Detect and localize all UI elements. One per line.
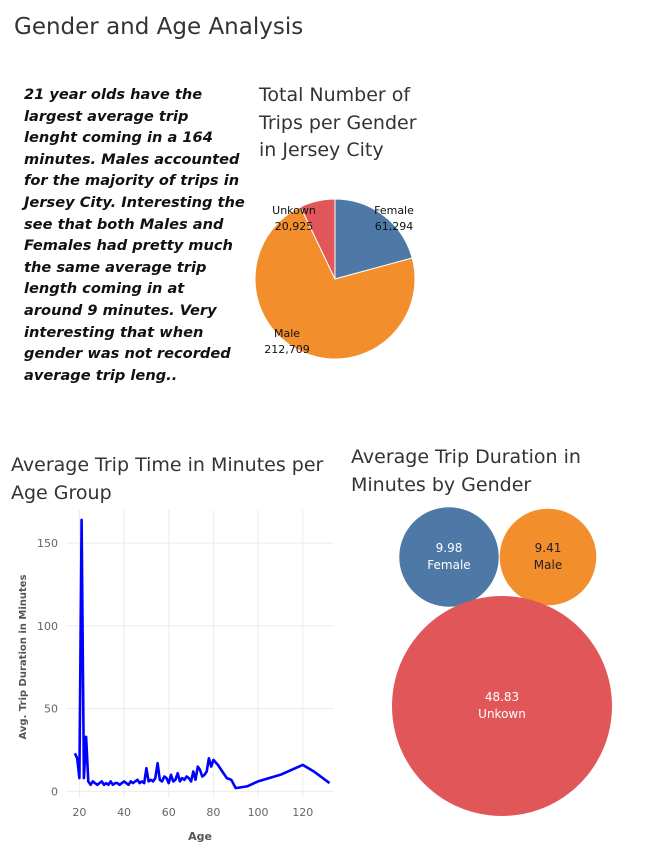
x-tick-label: 60 bbox=[162, 806, 176, 819]
line-axes: 0 50 100 150 20 40 60 80 100 120 bbox=[37, 537, 313, 819]
pie-label-male: Male bbox=[274, 327, 300, 340]
y-tick-label: 50 bbox=[44, 703, 58, 716]
line-chart: 0 50 100 150 20 40 60 80 100 120 Age Avg. Trip Du… bbox=[18, 510, 334, 843]
line-chart-title: Average Trip Time in Minutes per Age Gro… bbox=[11, 454, 324, 504]
y-tick-label: 0 bbox=[51, 785, 58, 798]
bubble-label-unkown: Unkown bbox=[478, 707, 526, 721]
bubble-value-female: 9.98 bbox=[436, 541, 463, 555]
x-tick-label: 40 bbox=[117, 806, 131, 819]
pie-slices bbox=[254, 198, 416, 360]
bubble-value-male: 9.41 bbox=[535, 541, 562, 555]
pie-slice-female[interactable] bbox=[334, 198, 413, 280]
x-tick-label: 80 bbox=[206, 806, 220, 819]
pie-label-unkown: Unkown bbox=[272, 204, 316, 217]
bubble-female[interactable] bbox=[399, 507, 499, 607]
pie-labels: Female 61,294 Male 212,709 Unkown 20,925 bbox=[264, 204, 414, 356]
line-series bbox=[73, 518, 331, 790]
bubble-chart-title: Average Trip Duration in Minutes by Gend… bbox=[351, 446, 581, 496]
bubble-value-unkown: 48.83 bbox=[485, 690, 519, 704]
bubble-label-female: Female bbox=[427, 558, 470, 572]
y-axis-label: Avg. Trip Duration in Minutes bbox=[18, 574, 29, 739]
x-axis-label: Age bbox=[188, 830, 212, 843]
pie-value-male: 212,709 bbox=[264, 343, 310, 356]
line-series-path[interactable] bbox=[73, 518, 331, 790]
bubble-male[interactable] bbox=[499, 508, 597, 606]
line-grid bbox=[66, 510, 334, 798]
pie-value-unkown: 20,925 bbox=[275, 220, 314, 233]
y-tick-label: 100 bbox=[37, 620, 58, 633]
page-title: Gender and Age Analysis bbox=[14, 14, 304, 40]
pie-slice-male[interactable] bbox=[254, 206, 416, 360]
x-tick-label: 120 bbox=[292, 806, 313, 819]
bubble-unkown[interactable] bbox=[392, 596, 612, 816]
pie-chart-title: Total Number of Trips per Gender in Jers… bbox=[259, 84, 417, 161]
x-tick-label: 20 bbox=[72, 806, 86, 819]
bubbles: 9.98 Female 9.41 Male 48.83 Unkown bbox=[392, 507, 612, 816]
pie-slice-unkown[interactable] bbox=[299, 198, 336, 280]
pie-label-female: Female bbox=[374, 204, 414, 217]
pie-value-female: 61,294 bbox=[375, 220, 414, 233]
bubble-chart: 9.98 Female 9.41 Male 48.83 Unkown bbox=[392, 507, 612, 816]
x-tick-label: 100 bbox=[248, 806, 269, 819]
y-tick-label: 150 bbox=[37, 537, 58, 550]
insight-text: 21 year olds have the largest average tr… bbox=[24, 86, 245, 384]
bubble-label-male: Male bbox=[534, 558, 562, 572]
